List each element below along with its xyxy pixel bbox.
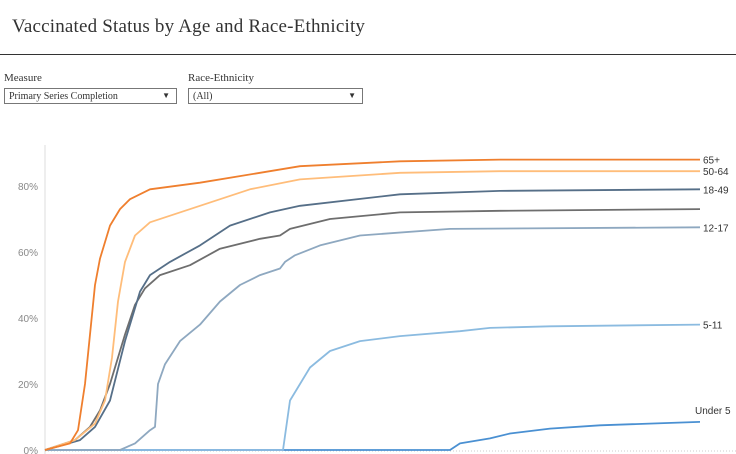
race-dropdown[interactable]: (All) ▼ xyxy=(188,88,363,104)
y-tick-label: 40% xyxy=(18,314,38,325)
series-line-12-17[interactable] xyxy=(45,226,701,451)
chevron-down-icon: ▼ xyxy=(348,91,356,100)
y-tick-label: 0% xyxy=(24,446,39,454)
race-filter-label: Race-Ethnicity xyxy=(188,72,254,84)
measure-filter-label: Measure xyxy=(4,72,42,84)
race-dropdown-value: (All) xyxy=(193,91,213,102)
series-line-all-ages[interactable] xyxy=(44,208,701,451)
measure-dropdown-value: Primary Series Completion xyxy=(9,91,118,102)
series-label: 50-64 xyxy=(703,167,729,178)
page-title: Vaccinated Status by Age and Race-Ethnic… xyxy=(12,16,366,37)
series-label: Under 5 xyxy=(695,406,731,417)
series-label: 12-17 xyxy=(703,223,729,234)
series-line-50-64[interactable] xyxy=(44,170,700,451)
series-line-under-5[interactable] xyxy=(45,421,701,451)
series-label: 5-11 xyxy=(703,321,723,332)
y-tick-label: 20% xyxy=(18,380,38,391)
series-line-5-11[interactable] xyxy=(45,323,701,451)
measure-dropdown[interactable]: Primary Series Completion ▼ xyxy=(4,88,177,104)
y-tick-label: 80% xyxy=(18,182,38,193)
series-label: 18-49 xyxy=(703,185,729,196)
series-label: 65+ xyxy=(703,156,720,167)
series-line-18-49[interactable] xyxy=(44,188,701,451)
y-tick-label: 60% xyxy=(18,248,38,259)
series-line-65+[interactable] xyxy=(44,158,700,451)
chevron-down-icon: ▼ xyxy=(162,91,170,100)
title-divider xyxy=(0,54,736,55)
